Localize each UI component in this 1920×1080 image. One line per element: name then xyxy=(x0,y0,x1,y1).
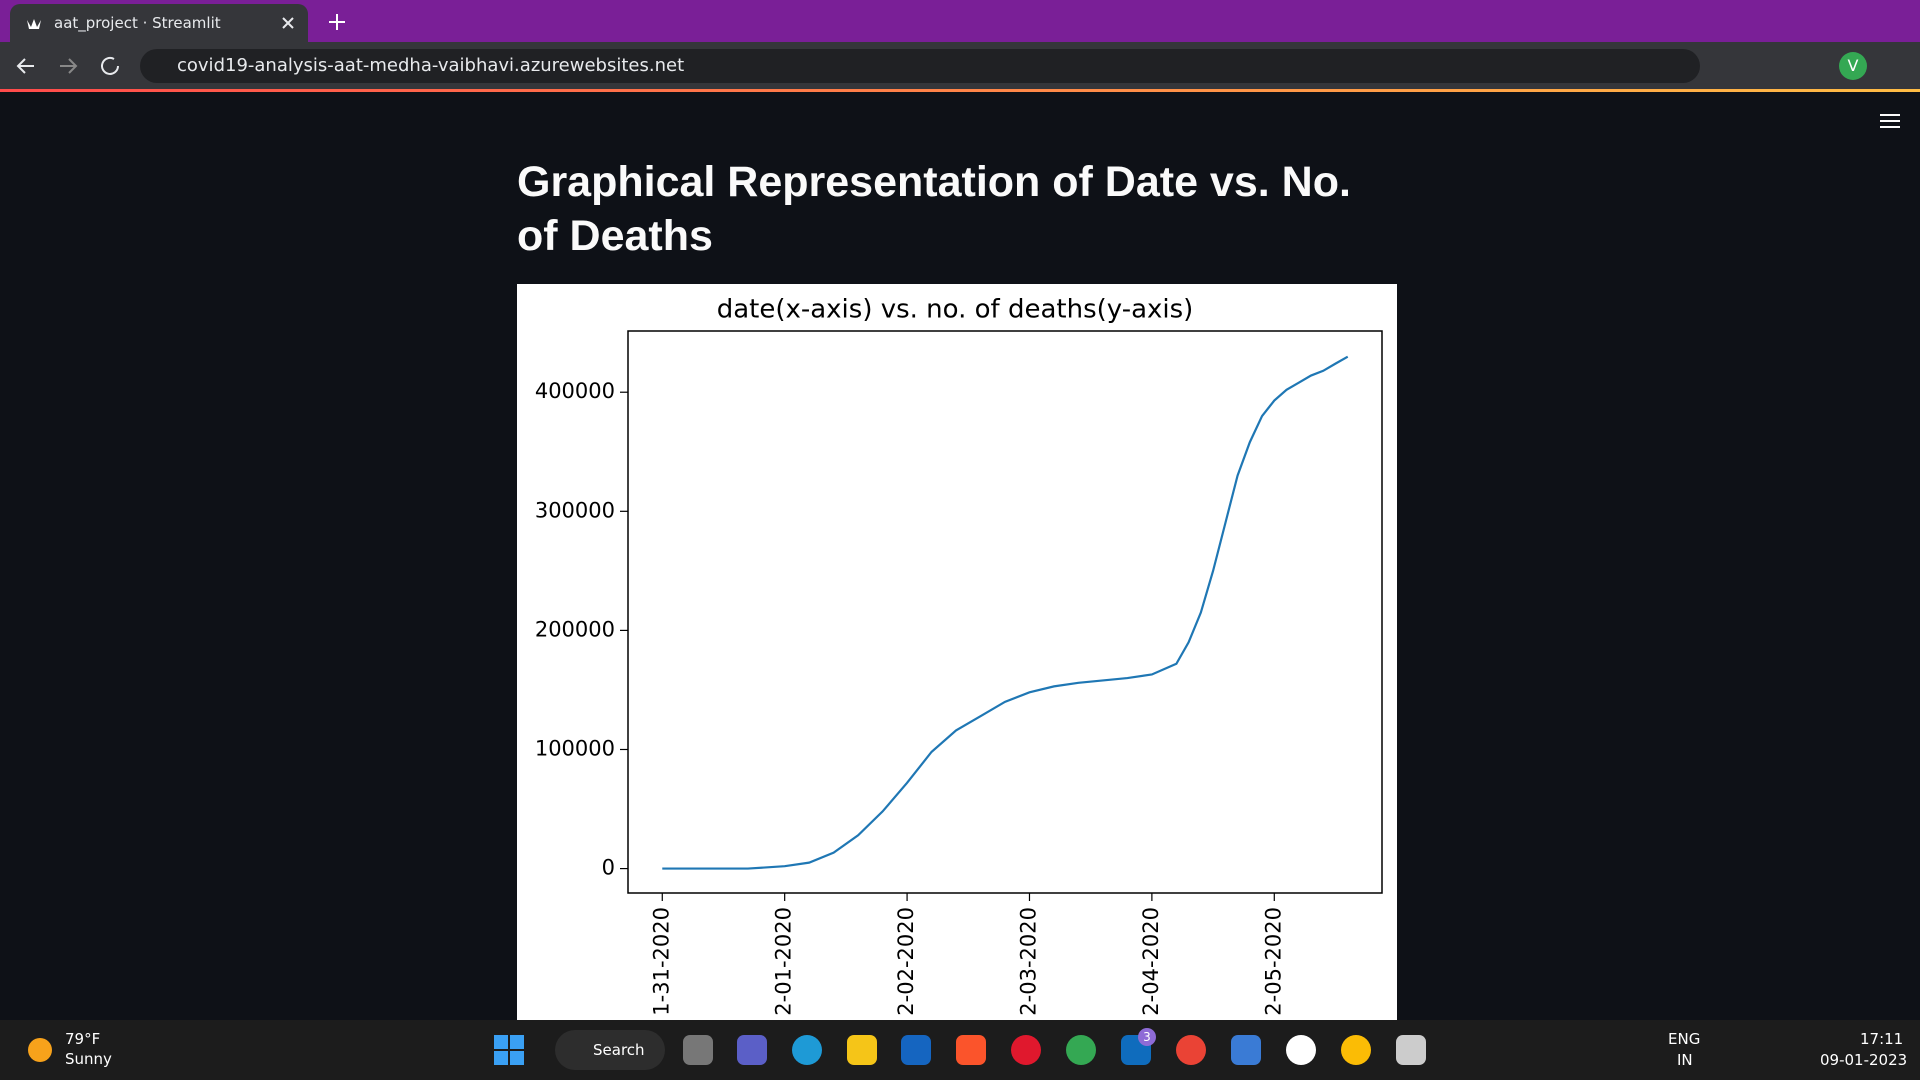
start-button[interactable] xyxy=(494,1035,524,1065)
browser-tab[interactable]: aat_project · Streamlit xyxy=(10,4,308,42)
region: IN xyxy=(1677,1051,1693,1069)
chart-title: date(x-axis) vs. no. of deaths(y-axis) xyxy=(717,295,1194,325)
language: ENG xyxy=(1668,1030,1701,1048)
y-tick-label: 0 xyxy=(602,856,615,880)
data-line xyxy=(662,355,1349,870)
tab-title: aat_project · Streamlit xyxy=(54,14,221,32)
close-tab[interactable] xyxy=(282,17,294,29)
plot-frame xyxy=(627,330,1383,894)
profile-avatar[interactable]: V xyxy=(1839,52,1867,80)
menu-button[interactable] xyxy=(1878,112,1902,130)
page-heading: Graphical Representation of Date vs. No.… xyxy=(517,158,1351,260)
weather-icon xyxy=(28,1038,52,1062)
app-icon[interactable] xyxy=(737,1035,767,1065)
taskbar: 79°F Sunny Search 3 ENG IN 17:11 09-01-2… xyxy=(0,1020,1920,1080)
nav-buttons[interactable] xyxy=(14,54,124,78)
notification-badge: 3 xyxy=(1138,1028,1156,1046)
clock-date: 09-01-2023 xyxy=(1820,1051,1908,1069)
streamlit-accent xyxy=(0,89,1920,92)
y-tick-label: 400000 xyxy=(535,379,615,403)
chart-container: date(x-axis) vs. no. of deaths(y-axis) 0… xyxy=(517,284,1397,1020)
app-icon[interactable] xyxy=(901,1035,931,1065)
app-icon[interactable] xyxy=(1286,1035,1316,1065)
weather: Sunny xyxy=(65,1050,112,1068)
app-icon[interactable] xyxy=(1396,1035,1426,1065)
app-icon[interactable] xyxy=(683,1035,713,1065)
app-icon[interactable] xyxy=(956,1035,986,1065)
chart: date(x-axis) vs. no. of deaths(y-axis) 0… xyxy=(535,295,1383,1016)
tab-bar: aat_project · Streamlit xyxy=(0,0,1920,42)
y-tick-label: 100000 xyxy=(535,736,615,760)
app-icon[interactable] xyxy=(1011,1035,1041,1065)
url-field[interactable]: covid19-analysis-aat-medha-vaibhavi.azur… xyxy=(140,49,1700,83)
y-tick-label: 300000 xyxy=(535,498,615,522)
x-tick-label: 2-01-2020 xyxy=(772,907,796,1016)
app-icon[interactable] xyxy=(847,1035,877,1065)
new-tab[interactable] xyxy=(327,12,347,32)
app-icon[interactable] xyxy=(1231,1035,1261,1065)
app-icon[interactable] xyxy=(792,1035,822,1065)
search-label: Search xyxy=(593,1041,645,1059)
clock-time: 17:11 xyxy=(1860,1030,1904,1048)
x-tick-label: 1-31-2020 xyxy=(649,907,673,1016)
search-box[interactable]: Search xyxy=(555,1030,665,1070)
url: covid19-analysis-aat-medha-vaibhavi.azur… xyxy=(177,55,685,76)
temperature: 79°F xyxy=(65,1030,101,1048)
x-tick-label: 2-03-2020 xyxy=(1016,907,1040,1016)
x-tick-label: 2-04-2020 xyxy=(1139,907,1163,1016)
x-tick-label: 2-05-2020 xyxy=(1261,907,1285,1016)
favicon xyxy=(27,19,41,29)
x-tick-label: 2-02-2020 xyxy=(894,907,918,1016)
app-icon[interactable] xyxy=(1066,1035,1096,1065)
address-bar: covid19-analysis-aat-medha-vaibhavi.azur… xyxy=(0,42,1920,90)
y-tick-label: 200000 xyxy=(535,617,615,641)
app-icon[interactable] xyxy=(1176,1035,1206,1065)
app-icon[interactable] xyxy=(1341,1035,1371,1065)
